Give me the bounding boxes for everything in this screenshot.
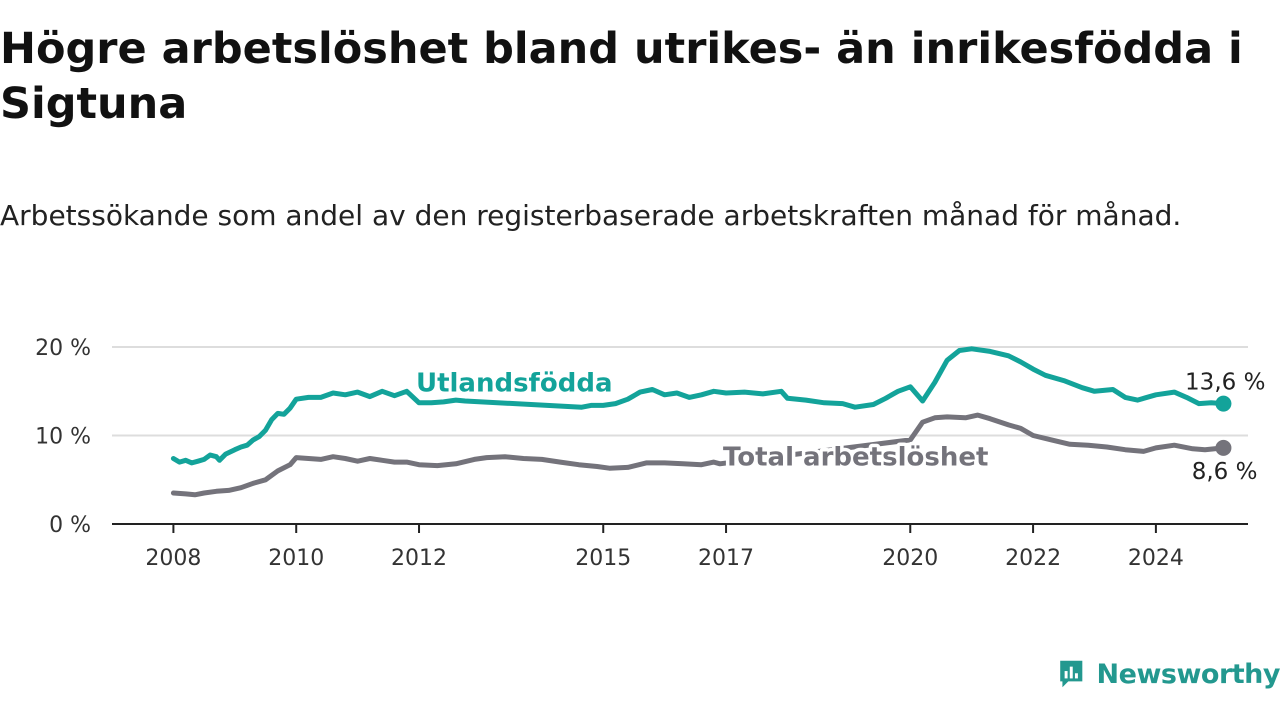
series-lines — [170, 346, 1232, 498]
end-point-marker — [1215, 395, 1232, 412]
y-tick-label: 10 % — [35, 425, 91, 450]
end-value-label: 8,6 % — [1192, 459, 1258, 485]
brand-name: Newsworthy — [1096, 658, 1280, 690]
x-tick-label: 2017 — [698, 546, 754, 571]
unemployment-line-chart: 0 % 10 % 20 % 2008 2010 2012 2015 2017 2020 2022 2… — [35, 336, 1268, 571]
chart-title: Högre arbetslöshet bland utrikes- än inr… — [0, 24, 1243, 129]
x-tick-label: 2012 — [391, 546, 447, 571]
end-point-marker — [1215, 439, 1232, 456]
bar-chart-icon — [1060, 660, 1083, 688]
chart-subtitle: Arbetssökande som andel av den registerb… — [0, 199, 1182, 232]
series-line-total — [170, 412, 1226, 498]
newsworthy-logo: Newsworthy — [1058, 652, 1280, 696]
end-value-label: 13,6 % — [1185, 370, 1265, 396]
labels: Utlandsfödda 13,6 % Total arbetslöshet 8,6 … — [412, 365, 1267, 488]
x-tick-label: 2022 — [1005, 546, 1061, 571]
axes: 0 % 10 % 20 % 2008 2010 2012 2015 2017 2020 2022 2… — [35, 336, 1248, 571]
x-tick-label: 2015 — [575, 546, 631, 571]
series-label-foreign-born: Utlandsfödda — [416, 368, 613, 398]
series-label-total: Total arbetslöshet — [723, 443, 988, 473]
y-tick-label: 0 % — [49, 513, 91, 538]
y-tick-label: 20 % — [35, 336, 91, 361]
grid-lines — [112, 346, 1248, 437]
x-tick-label: 2008 — [145, 546, 201, 571]
series-line-foreign-born — [170, 346, 1226, 466]
x-tick-label: 2010 — [268, 546, 324, 571]
x-tick-label: 2020 — [882, 546, 938, 571]
x-tick-label: 2024 — [1128, 546, 1184, 571]
